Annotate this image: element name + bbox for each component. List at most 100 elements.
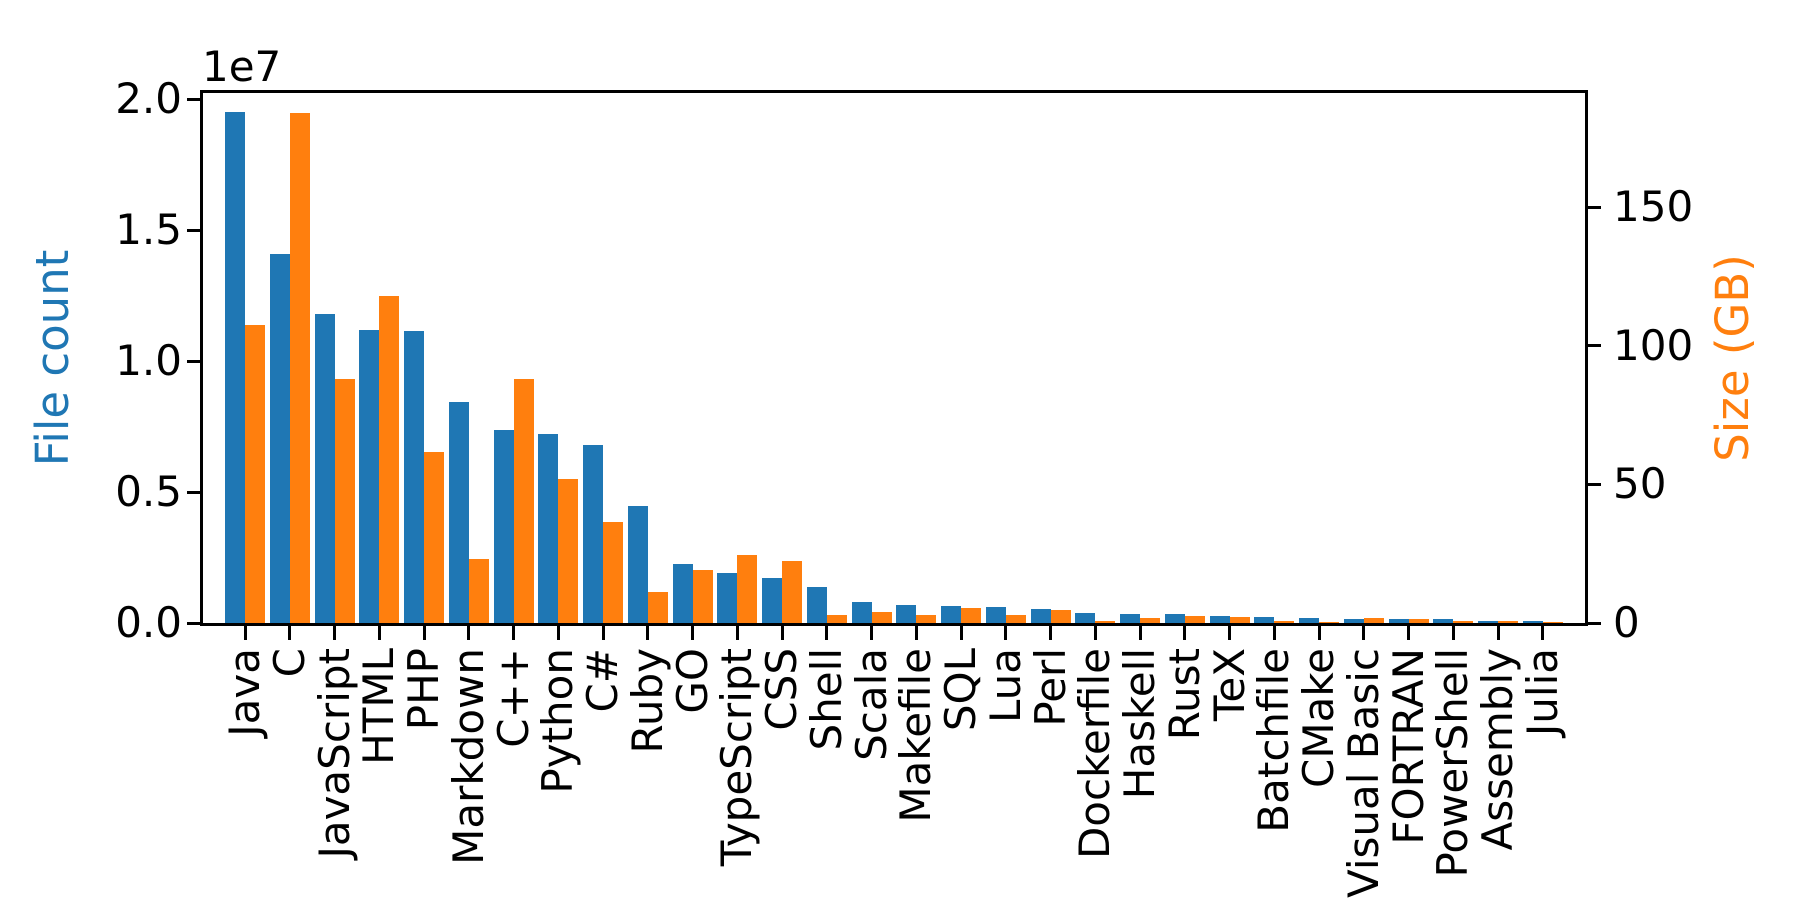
x-tick-label-text: PHP [399, 648, 448, 731]
bar-go-file-count [672, 564, 693, 623]
bar-shell-file-count [806, 587, 827, 623]
x-tick-label-text: Makefile [891, 648, 941, 823]
bar-fortran-file-count [1388, 619, 1409, 623]
x-tick-label-julia: Julia [1518, 648, 1610, 736]
x-tick-label-text: GO [667, 648, 717, 714]
x-tick-css [780, 626, 784, 640]
x-tick-scala [870, 626, 873, 640]
y-left-tick-0.5 [187, 490, 200, 494]
y-left-tick-0.0 [187, 621, 200, 625]
bar-dockerfile-file-count [1075, 613, 1096, 623]
bar-ruby-size [647, 592, 668, 623]
bar-visual-basic-size [1363, 618, 1384, 623]
x-tick-java [243, 626, 247, 640]
x-tick-label-text: C++ [488, 648, 538, 748]
y-right-tick-0 [1588, 621, 1601, 625]
x-tick-label-text: Python [533, 648, 583, 794]
x-tick-makefile [914, 626, 918, 640]
x-tick-cmake [1317, 626, 1321, 640]
y-right-tick-100 [1588, 344, 1601, 348]
x-tick-label-text: C [264, 648, 314, 678]
x-tick-powershell [1451, 626, 1455, 640]
bar-go-size [692, 570, 713, 623]
bar-typescript-size [737, 555, 758, 623]
bar-python-file-count [538, 434, 559, 623]
x-tick-shell [825, 626, 829, 640]
x-tick-ruby [646, 626, 650, 640]
bar-cmake-size [1319, 622, 1339, 623]
x-tick-label-text: CMake [1294, 648, 1343, 788]
bar-rust-file-count [1164, 614, 1185, 623]
x-tick-go [691, 626, 694, 640]
x-tick-label-text: C# [578, 648, 627, 713]
x-tick-typescript [735, 626, 739, 640]
y-left-tick-1.0 [187, 359, 200, 363]
bar-scala-size [871, 612, 892, 623]
x-tick-label-text: Lua [980, 648, 1030, 724]
bar-fortran-size [1408, 619, 1429, 623]
bar-makefile-file-count [896, 605, 917, 623]
bar-powershell-file-count [1433, 619, 1454, 623]
y-right-tick-label-50: 50 [1613, 459, 1667, 509]
x-tick-python [556, 626, 560, 640]
x-tick-label-c: C [265, 648, 314, 690]
bar-php-file-count [404, 331, 424, 623]
y-left-tick-label-0.0: 0.0 [115, 598, 182, 647]
x-tick-fortran [1407, 626, 1410, 640]
bar-markdown-size [468, 559, 489, 623]
bar-perl-file-count [1030, 609, 1051, 623]
bar-haskell-file-count [1120, 614, 1140, 623]
bar-dockerfile-size [1095, 621, 1116, 623]
x-tick-label-text: SQL [936, 648, 985, 732]
bar-html-file-count [359, 330, 380, 623]
x-tick-assembly [1496, 626, 1500, 640]
bar-java-file-count [225, 112, 245, 623]
x-tick-label-text: Visual Basic [1338, 648, 1388, 898]
bar-lua-file-count [985, 607, 1006, 623]
x-tick-label-text: TypeScript [712, 648, 762, 867]
bar-typescript-file-count [717, 573, 738, 623]
bar-php-size [424, 452, 444, 623]
bars-layer [203, 93, 1585, 623]
x-tick-label-text: Java [220, 648, 269, 737]
x-tick-label-text: Perl [1025, 648, 1075, 727]
x-tick-label-text: Dockerfile [1070, 648, 1120, 860]
bar-markdown-file-count [448, 402, 469, 623]
x-tick-label-text: Scala [846, 648, 896, 761]
bar-batchfile-file-count [1254, 617, 1275, 623]
x-tick-julia [1541, 626, 1545, 640]
bar-c-size [513, 379, 534, 623]
bar-haskell-size [1140, 618, 1160, 623]
x-tick-label-text: Shell [801, 648, 851, 751]
x-tick-visual-basic [1362, 626, 1366, 640]
bar-c-size [603, 522, 623, 623]
y-right-tick-150 [1588, 205, 1601, 209]
bar-java-size [245, 325, 265, 623]
bar-javascript-file-count [314, 314, 335, 623]
x-tick-label-text: PowerShell [1428, 648, 1478, 878]
bar-sql-file-count [941, 606, 961, 623]
y-left-tick-label-1.0: 1.0 [115, 336, 182, 385]
bar-c-file-count [269, 254, 290, 623]
x-tick-label-text: Ruby [622, 648, 672, 754]
bar-batchfile-size [1274, 621, 1295, 623]
bar-assembly-size [1498, 621, 1518, 623]
y-left-tick-label-0.5: 0.5 [115, 467, 182, 516]
bar-cmake-file-count [1299, 618, 1319, 623]
bar-scala-file-count [851, 602, 872, 623]
bar-sql-size [961, 608, 981, 623]
bar-tex-file-count [1209, 616, 1230, 623]
x-tick-php [422, 626, 426, 640]
bar-ruby-file-count [627, 506, 648, 623]
x-tick-html [377, 626, 381, 640]
bar-tex-size [1229, 617, 1250, 623]
y-right-tick-label-150: 150 [1613, 182, 1694, 231]
bar-rust-size [1184, 616, 1205, 623]
x-tick-lua [1004, 626, 1008, 640]
x-tick-label-text: JavaScript [309, 648, 359, 859]
bar-lua-size [1005, 615, 1026, 623]
x-tick-haskell [1138, 626, 1142, 640]
y-right-tick-label-100: 100 [1613, 320, 1694, 370]
bar-julia-size [1542, 622, 1563, 623]
